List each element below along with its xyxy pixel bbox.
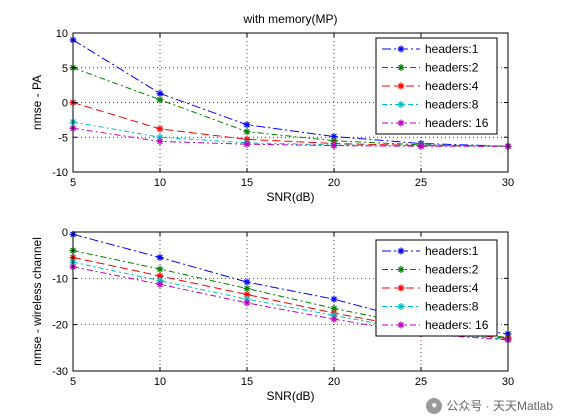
data-point <box>156 280 164 288</box>
y-tick-label: 10 <box>56 28 68 40</box>
legend-marker <box>397 284 405 292</box>
y-tick-label: 0 <box>62 227 68 239</box>
data-point <box>156 277 164 285</box>
data-point <box>243 121 251 129</box>
legend-marker <box>397 321 405 329</box>
data-point <box>243 140 251 148</box>
legend-label: headers: 16 <box>425 116 489 130</box>
legend-label: headers:8 <box>425 300 479 314</box>
watermark-text: 公众号 · 天天Matlab <box>446 399 553 413</box>
x-tick-label: 10 <box>154 376 166 388</box>
y-tick-label: -10 <box>52 167 68 179</box>
x-axis-label: SNR(dB) <box>266 389 314 403</box>
data-point <box>243 295 251 303</box>
legend-label: headers:1 <box>425 244 479 258</box>
series-line-2 <box>72 67 509 147</box>
x-tick-label: 30 <box>502 177 514 189</box>
legend-marker <box>397 247 405 255</box>
series-line-4 <box>72 121 509 147</box>
data-point <box>156 96 164 104</box>
x-tick-label: 25 <box>415 177 427 189</box>
x-tick-label: 20 <box>328 376 340 388</box>
y-tick-label: -10 <box>52 273 68 285</box>
legend-marker <box>397 45 405 53</box>
legend-marker <box>397 303 405 310</box>
legend-label: headers:4 <box>425 79 479 93</box>
legend-marker <box>397 119 405 127</box>
x-tick-label: 15 <box>241 376 253 388</box>
x-tick-label: 30 <box>502 376 514 388</box>
legend-marker <box>397 266 405 273</box>
series-line-3 <box>72 256 509 340</box>
y-tick-label: 5 <box>62 63 68 75</box>
y-tick-label: -20 <box>52 320 68 332</box>
data-point <box>243 285 251 293</box>
y-tick-label: -5 <box>58 132 68 144</box>
data-point <box>156 137 164 145</box>
axes-box <box>72 231 509 372</box>
watermark: ● 公众号 · 天天Matlab <box>426 397 553 414</box>
legend-label: headers:2 <box>425 263 479 277</box>
data-point <box>330 295 338 303</box>
data-point <box>330 311 338 319</box>
x-tick-label: 25 <box>415 376 427 388</box>
series-line-1 <box>72 233 509 335</box>
chart-title: with memory(MP) <box>242 12 337 26</box>
data-point <box>156 89 164 97</box>
data-point <box>417 142 425 150</box>
data-point <box>243 299 251 307</box>
y-axis-label: nmse - wireless channel <box>30 237 44 366</box>
data-point <box>156 125 164 133</box>
data-point <box>330 133 338 141</box>
legend-label: headers:1 <box>425 42 479 56</box>
x-tick-label: 5 <box>70 177 76 189</box>
series-line-1 <box>72 39 509 147</box>
legend-marker <box>397 82 405 90</box>
data-point <box>156 265 164 273</box>
legend-label: headers:4 <box>425 281 479 295</box>
y-tick-label: -30 <box>52 366 68 378</box>
legend-marker <box>397 101 405 108</box>
data-point <box>243 278 251 286</box>
legend-label: headers:8 <box>425 98 479 112</box>
x-tick-label: 15 <box>241 177 253 189</box>
y-axis-label: nmse - PA <box>30 75 44 130</box>
wechat-icon: ● <box>426 397 443 414</box>
legend-marker <box>397 64 405 71</box>
data-point <box>330 142 338 150</box>
x-tick-label: 5 <box>70 376 76 388</box>
data-point <box>330 315 338 323</box>
data-point <box>330 304 338 312</box>
chart-2: 5 10 15 20 25 30 -30 -20 -10 0 SNR(dB) nmse - wirel… <box>30 227 514 403</box>
data-point <box>156 133 164 141</box>
data-point <box>156 253 164 261</box>
series-line-2 <box>72 250 509 339</box>
data-point <box>243 291 251 299</box>
data-point <box>156 272 164 280</box>
x-axis-label: SNR(dB) <box>266 190 314 204</box>
y-tick-label: 0 <box>62 98 68 110</box>
legend-label: headers: 16 <box>425 318 489 332</box>
legend: headers:1 headers:2 headers:4 headers:8 head… <box>375 37 498 135</box>
data-point <box>243 128 251 136</box>
x-tick-label: 10 <box>154 177 166 189</box>
chart-1: 5 10 15 20 25 30 -10 -5 0 5 10 with memory(MP) SNR(d… <box>30 12 514 204</box>
legend: headers:1 headers:2 headers:4 headers:8 head… <box>375 239 498 337</box>
series-line-4 <box>72 261 509 340</box>
x-tick-label: 20 <box>328 177 340 189</box>
legend-label: headers:2 <box>425 61 479 75</box>
series-line-5 <box>72 127 508 147</box>
